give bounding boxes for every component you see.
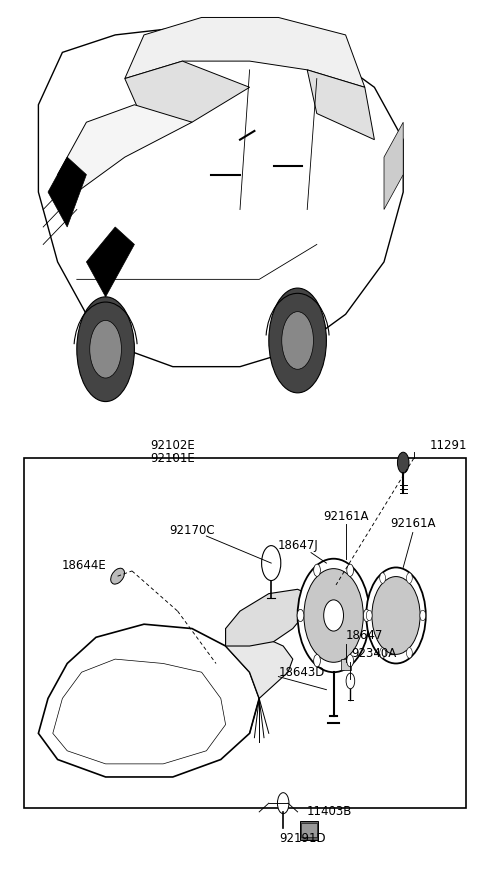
Bar bbox=[300, 821, 318, 840]
Polygon shape bbox=[48, 157, 86, 227]
Circle shape bbox=[407, 648, 412, 658]
Ellipse shape bbox=[298, 559, 370, 672]
Circle shape bbox=[269, 288, 326, 393]
Text: 92102E: 92102E bbox=[150, 439, 195, 451]
Polygon shape bbox=[86, 227, 134, 297]
Bar bbox=[341, 659, 351, 670]
Polygon shape bbox=[38, 624, 259, 777]
Circle shape bbox=[77, 297, 134, 402]
Text: 18647J: 18647J bbox=[277, 540, 318, 552]
Text: 92161A: 92161A bbox=[323, 511, 368, 523]
Circle shape bbox=[420, 610, 426, 621]
Circle shape bbox=[90, 320, 121, 378]
Circle shape bbox=[262, 546, 281, 581]
Text: 18647: 18647 bbox=[346, 629, 383, 642]
Bar bbox=[301, 823, 317, 837]
Text: 92191D: 92191D bbox=[279, 832, 326, 844]
Polygon shape bbox=[226, 629, 293, 698]
Circle shape bbox=[346, 673, 355, 689]
Text: 92340A: 92340A bbox=[351, 647, 396, 659]
Polygon shape bbox=[58, 105, 192, 192]
Circle shape bbox=[397, 452, 409, 473]
Circle shape bbox=[277, 793, 289, 814]
Text: 92161A: 92161A bbox=[390, 518, 435, 530]
Circle shape bbox=[380, 573, 385, 583]
Polygon shape bbox=[307, 70, 374, 140]
Circle shape bbox=[297, 609, 304, 622]
Polygon shape bbox=[53, 659, 226, 764]
Text: 18644E: 18644E bbox=[61, 560, 107, 572]
Text: 92101E: 92101E bbox=[150, 452, 195, 464]
Polygon shape bbox=[38, 26, 403, 367]
Text: 92170C: 92170C bbox=[169, 525, 215, 537]
Circle shape bbox=[313, 655, 321, 667]
Polygon shape bbox=[125, 61, 250, 122]
Ellipse shape bbox=[111, 568, 124, 584]
Ellipse shape bbox=[304, 568, 363, 663]
Ellipse shape bbox=[372, 576, 420, 655]
Text: 18643D: 18643D bbox=[278, 666, 325, 678]
Text: 11291: 11291 bbox=[430, 439, 467, 451]
Circle shape bbox=[380, 648, 385, 658]
Bar bbox=[24, 458, 466, 808]
Circle shape bbox=[313, 564, 321, 576]
Circle shape bbox=[363, 609, 370, 622]
Ellipse shape bbox=[366, 567, 426, 663]
Circle shape bbox=[347, 655, 353, 667]
Circle shape bbox=[282, 312, 313, 369]
Text: 11403B: 11403B bbox=[306, 806, 352, 818]
Polygon shape bbox=[226, 589, 307, 646]
Circle shape bbox=[407, 573, 412, 583]
Circle shape bbox=[366, 610, 372, 621]
Circle shape bbox=[347, 564, 353, 576]
Ellipse shape bbox=[324, 600, 344, 631]
Polygon shape bbox=[125, 17, 365, 87]
Polygon shape bbox=[384, 122, 403, 210]
